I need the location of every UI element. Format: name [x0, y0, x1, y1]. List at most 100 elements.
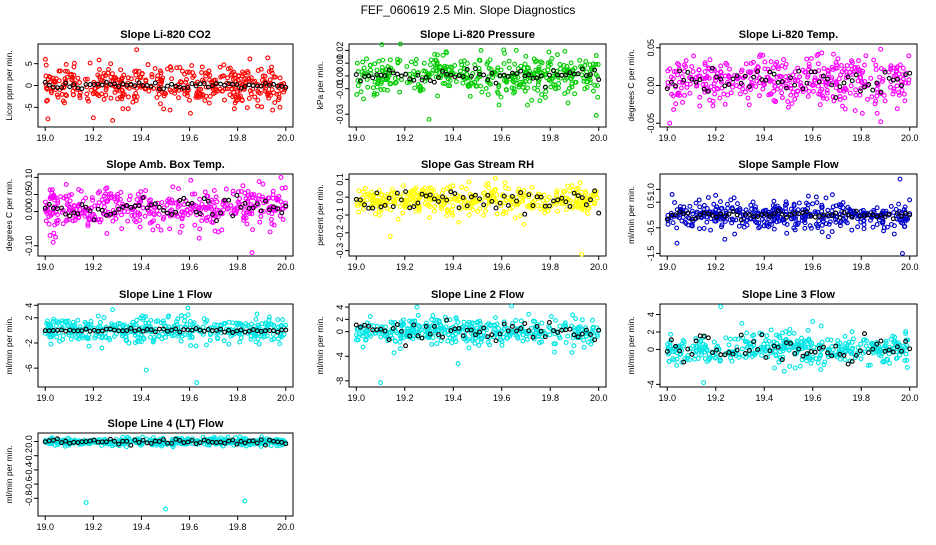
data-point — [850, 330, 854, 334]
black-point — [157, 205, 161, 209]
data-point — [138, 225, 142, 229]
data-point — [257, 180, 261, 184]
y-axis-label: kPa per min. — [315, 62, 325, 110]
black-point — [863, 332, 867, 336]
data-point — [806, 95, 810, 99]
data-point — [527, 312, 531, 316]
data-point — [763, 60, 767, 64]
black-point — [879, 339, 883, 343]
data-point — [467, 180, 471, 184]
data-point — [261, 182, 265, 186]
data-point — [386, 88, 390, 92]
data-point — [46, 117, 50, 121]
x-tick-label: 19.0 — [348, 262, 366, 272]
data-point — [144, 189, 148, 193]
outlier-point — [91, 116, 95, 120]
y-tick-label: -5 — [24, 103, 34, 111]
data-point — [484, 87, 488, 91]
outlier-point — [879, 47, 883, 51]
panel-title: Slope Line 3 Flow — [742, 289, 835, 301]
data-point — [153, 67, 157, 71]
data-point — [895, 107, 899, 111]
outlier-point — [702, 381, 706, 385]
data-point — [712, 202, 716, 206]
y-tick-label: -0.3 — [335, 243, 345, 259]
data-point — [91, 198, 95, 202]
data-point — [739, 92, 743, 96]
data-point — [582, 345, 586, 349]
data-point — [564, 341, 568, 345]
y-tick-label: -0.4 — [24, 462, 34, 478]
data-point — [484, 209, 488, 213]
y-tick-label: -6 — [24, 364, 34, 372]
outlier-point — [379, 381, 383, 385]
data-point — [888, 361, 892, 365]
outlier-point — [594, 54, 598, 58]
panel-title: Slope Amb. Box Temp. — [106, 159, 225, 171]
data-point — [889, 205, 893, 209]
data-point — [875, 111, 879, 115]
data-point — [398, 347, 402, 351]
data-point — [205, 343, 209, 347]
y-tick-label: -4 — [646, 380, 656, 388]
data-point — [430, 318, 434, 322]
data-point — [578, 181, 582, 185]
black-point — [793, 83, 797, 87]
black-point — [846, 362, 850, 366]
data-point — [373, 212, 377, 216]
x-tick-label: 19.6 — [493, 262, 511, 272]
data-point — [102, 97, 106, 101]
data-point — [119, 68, 123, 72]
data-point — [361, 207, 365, 211]
data-point — [497, 326, 501, 330]
x-tick-label: 19.0 — [36, 133, 54, 143]
x-tick-label: 19.6 — [181, 133, 199, 143]
data-point — [820, 209, 824, 213]
data-point — [553, 350, 557, 354]
x-tick-label: 19.4 — [133, 522, 151, 532]
data-point — [691, 70, 695, 74]
y-tick-label: -0.2 — [24, 448, 34, 464]
black-point — [842, 81, 846, 85]
data-point — [820, 223, 824, 227]
black-point — [523, 212, 527, 216]
data-point — [55, 335, 59, 339]
data-point — [271, 108, 275, 112]
data-point — [513, 62, 517, 66]
black-point — [68, 85, 72, 89]
data-point — [798, 75, 802, 79]
data-point — [165, 203, 169, 207]
data-point — [684, 59, 688, 63]
data-point — [903, 99, 907, 103]
data-point — [722, 92, 726, 96]
data-point — [507, 66, 511, 70]
data-point — [773, 366, 777, 370]
data-point — [754, 85, 758, 89]
data-point — [680, 86, 684, 90]
data-point — [156, 224, 160, 228]
data-point — [740, 322, 744, 326]
data-point — [486, 93, 490, 97]
data-point — [200, 71, 204, 75]
data-point — [812, 345, 816, 349]
data-point — [907, 54, 911, 58]
data-point — [674, 102, 678, 106]
outlier-point — [48, 234, 52, 238]
data-point — [698, 104, 702, 108]
data-point — [181, 69, 185, 73]
data-point — [414, 57, 418, 61]
black-point — [871, 88, 875, 92]
data-point — [355, 61, 359, 65]
data-point — [737, 224, 741, 228]
data-point — [190, 64, 194, 68]
data-point — [61, 338, 65, 342]
data-point — [97, 58, 101, 62]
data-point — [840, 64, 844, 68]
data-point — [43, 57, 47, 61]
data-point — [901, 66, 905, 70]
data-point — [683, 94, 687, 98]
x-tick-label: 19.0 — [659, 262, 677, 272]
